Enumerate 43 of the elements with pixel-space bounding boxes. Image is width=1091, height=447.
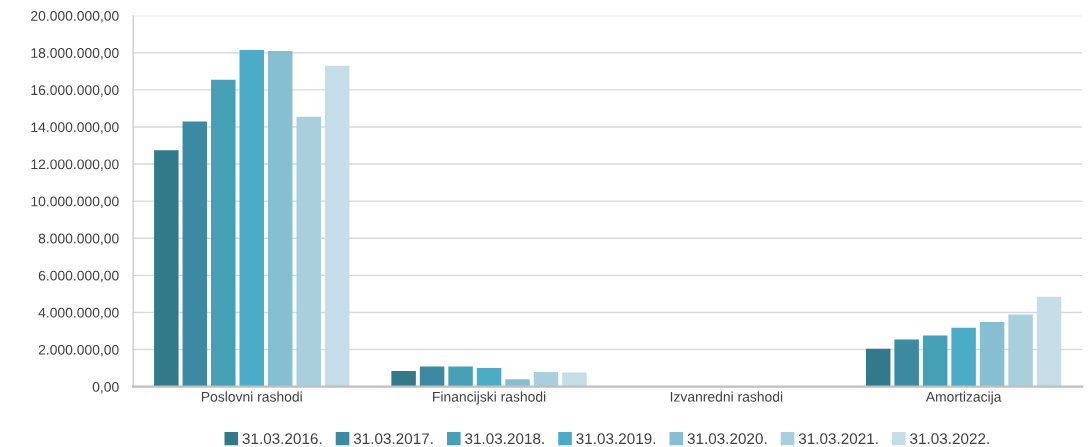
y-tick-label: 0,00 [92,381,119,394]
x-tick-label: Amortizacija [925,391,1002,405]
y-tick-label: 16.000.000,00 [31,85,119,97]
bar [894,339,919,387]
bar [979,322,1005,387]
y-tick-label: 18.000.000,00 [31,48,119,60]
bar [154,150,179,387]
y-tick-label: 4.000.000,00 [38,307,119,320]
y-tick-label: 10.000.000,00 [31,196,119,208]
legend-label: 31.03.2019. [576,433,656,445]
y-tick-label: 2.000.000,00 [38,344,119,357]
bar [182,121,208,387]
bar [562,372,587,387]
bar [1036,296,1062,387]
bar [267,50,293,387]
legend-label: 31.03.2016. [242,433,322,445]
bar [476,368,502,387]
legend-label: 31.03.2020. [687,433,767,445]
y-tick-label: 6.000.000,00 [38,270,119,283]
bar [922,335,948,387]
bar [448,366,473,387]
legend-label: 31.03.2021. [798,433,878,445]
bar [296,116,321,387]
bar [211,79,236,387]
bar [419,366,445,387]
y-tick-label: 8.000.000,00 [38,233,119,246]
bar [951,327,976,387]
bar [865,348,891,387]
bar [239,49,264,387]
bar [324,65,350,387]
x-tick-label: Financijski rashodi [433,391,546,405]
bar [1008,314,1033,387]
legend-label: 31.03.2018. [465,433,544,445]
bar [533,372,559,387]
y-tick-label: 20.000.000,00 [31,10,119,23]
legend-label: 31.03.2022. [910,433,989,445]
bar [505,379,530,387]
y-tick-label: 12.000.000,00 [31,159,119,171]
bar [391,370,416,387]
legend-label: 31.03.2017. [353,433,433,445]
x-tick-label: Izvanredni rashodi [670,391,783,402]
x-tick-label: Poslovni rashodi [201,391,302,402]
y-tick-label: 14.000.000,00 [31,122,119,134]
